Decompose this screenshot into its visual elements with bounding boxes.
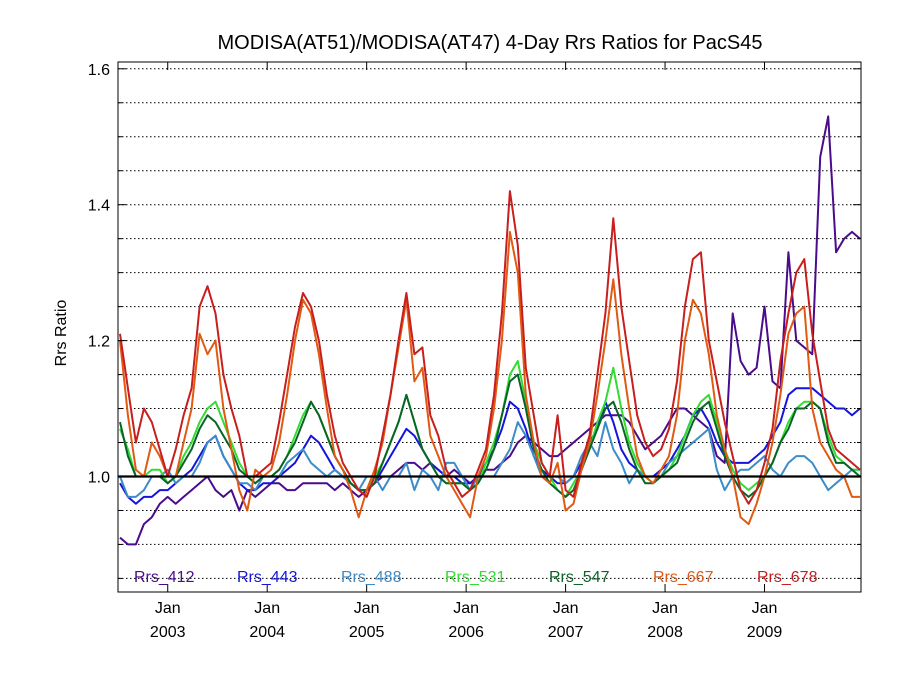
x-tick-label-month: Jan bbox=[752, 600, 778, 617]
legend: Rrs_412 Rrs_443 Rrs_488 Rrs_531 Rrs_547 Rrs_6… bbox=[134, 569, 818, 586]
series-line-rrs-678 bbox=[119, 190, 861, 505]
y-tick-labels: 1.0 1.2 1.4 1.6 bbox=[88, 62, 110, 487]
y-tick-label: 1.4 bbox=[88, 198, 110, 215]
series-layer bbox=[119, 115, 861, 546]
y-axis-label: Rrs Ratio bbox=[53, 300, 70, 367]
x-tick-labels: Jan 2003 Jan 2004 Jan 2005 Jan 2006 Jan 2007 Jan 20… bbox=[150, 600, 782, 641]
x-tick-label-year: 2004 bbox=[249, 624, 285, 641]
x-tick-label-month: Jan bbox=[354, 600, 380, 617]
y-tick-label: 1.6 bbox=[88, 62, 110, 79]
series-line-rrs-412 bbox=[119, 115, 861, 546]
legend-entry-rrs-678: Rrs_678 bbox=[757, 569, 818, 586]
x-tick-label-year: 2006 bbox=[448, 624, 484, 641]
y-tick-label: 1.2 bbox=[88, 334, 110, 351]
legend-entry-rrs-547: Rrs_547 bbox=[549, 569, 610, 586]
x-tick-label-year: 2009 bbox=[747, 624, 783, 641]
series-line-rrs-547 bbox=[119, 373, 861, 498]
series-line-rrs-667 bbox=[119, 230, 860, 526]
x-tick-label-year: 2003 bbox=[150, 624, 186, 641]
axis-ticks bbox=[118, 62, 861, 592]
plot-frame bbox=[117, 61, 862, 593]
legend-entry-rrs-443: Rrs_443 bbox=[237, 569, 298, 586]
x-tick-label-month: Jan bbox=[453, 600, 479, 617]
y-tick-label: 1.0 bbox=[88, 469, 110, 486]
series-line-rrs-443 bbox=[119, 387, 861, 505]
x-tick-label-month: Jan bbox=[553, 600, 579, 617]
chart-title: MODISA(AT51)/MODISA(AT47) 4-Day Rrs Rati… bbox=[218, 32, 763, 54]
x-tick-label-month: Jan bbox=[652, 600, 678, 617]
x-tick-label-month: Jan bbox=[155, 600, 181, 617]
legend-entry-rrs-412: Rrs_412 bbox=[134, 569, 195, 586]
x-tick-label-year: 2005 bbox=[349, 624, 385, 641]
x-tick-label-month: Jan bbox=[254, 600, 280, 617]
legend-entry-rrs-667: Rrs_667 bbox=[653, 569, 714, 586]
x-tick-label-year: 2008 bbox=[647, 624, 683, 641]
x-tick-label-year: 2007 bbox=[548, 624, 584, 641]
legend-entry-rrs-488: Rrs_488 bbox=[341, 569, 402, 586]
legend-entry-rrs-531: Rrs_531 bbox=[445, 569, 506, 586]
